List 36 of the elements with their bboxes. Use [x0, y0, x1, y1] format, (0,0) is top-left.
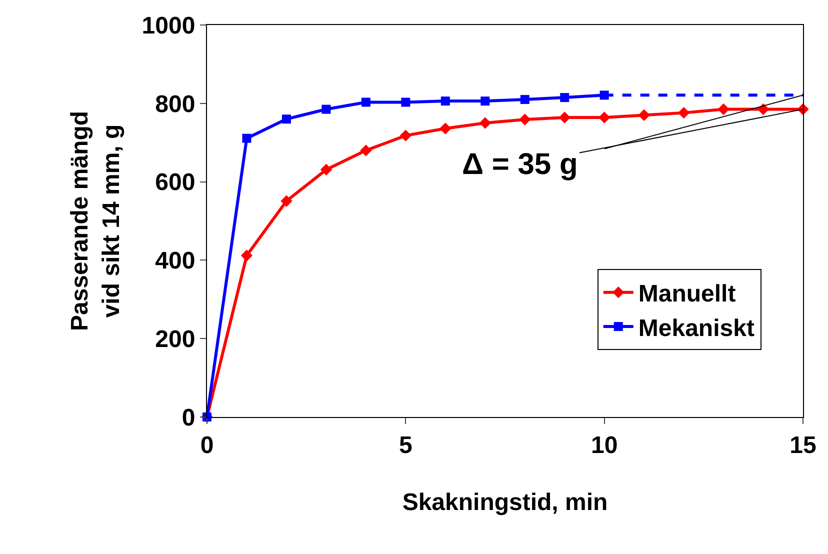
- y-tick-label: 800: [155, 90, 196, 118]
- x-tick-label: 10: [590, 432, 618, 459]
- point: [280, 195, 292, 207]
- annotation: Δ = 35 g: [462, 148, 578, 181]
- point: [479, 117, 491, 129]
- x-axis-title: Skakningstid, min: [402, 489, 608, 516]
- point: [718, 103, 730, 116]
- point: [440, 96, 450, 106]
- legend-label: Manuellt: [638, 280, 736, 308]
- point: [480, 96, 490, 106]
- legend-label: Mekaniskt: [638, 314, 754, 342]
- point: [638, 109, 650, 122]
- x-tick-label: 0: [200, 432, 214, 459]
- point: [440, 122, 452, 134]
- y-tick-label: 200: [155, 326, 196, 353]
- point: [401, 98, 410, 107]
- y-tick-label: 600: [155, 169, 196, 196]
- point: [678, 106, 690, 119]
- x-tick-label: 5: [398, 432, 412, 459]
- point: [240, 250, 253, 262]
- y-tick-label: 0: [182, 404, 196, 432]
- point: [242, 134, 252, 143]
- point: [361, 98, 370, 107]
- point: [400, 130, 412, 142]
- point: [282, 114, 291, 124]
- y-axis-title: Passerande mängd vid sikt 14 mm, g: [66, 110, 125, 332]
- point: [560, 93, 570, 102]
- y-tick-label: 400: [155, 248, 196, 275]
- point: [520, 94, 530, 104]
- point: [320, 164, 332, 176]
- point: [360, 144, 372, 156]
- point: [519, 114, 531, 126]
- point: [558, 112, 570, 124]
- y-tick-label: 1000: [142, 12, 196, 40]
- x-tick-label: 15: [790, 432, 816, 459]
- point: [322, 104, 331, 114]
